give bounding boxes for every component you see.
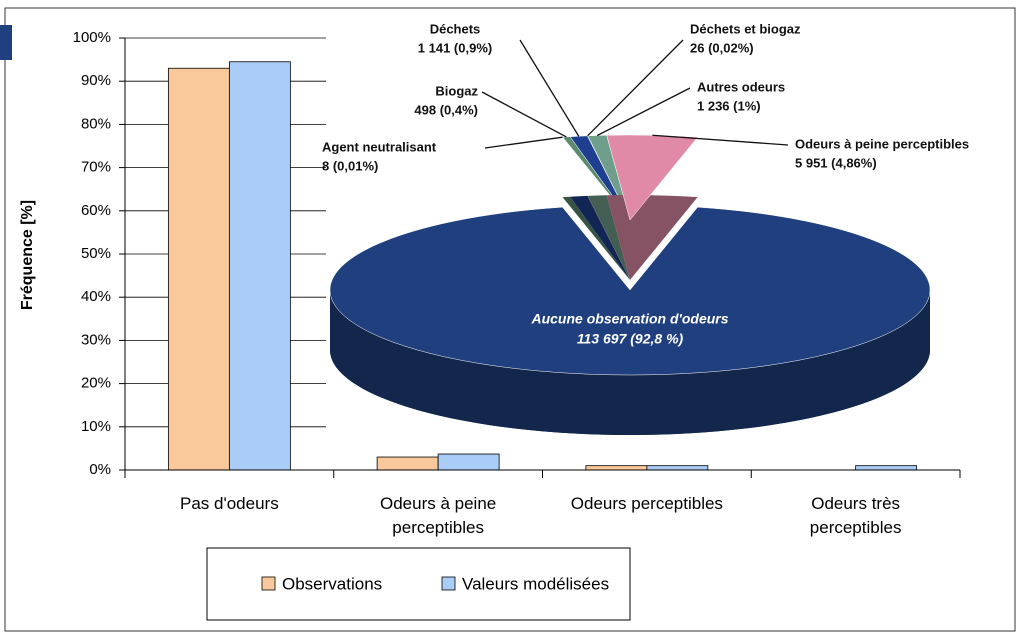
- pie-slice-side: [570, 195, 630, 280]
- leader-line: [481, 91, 567, 138]
- y-tick-label: 40%: [81, 288, 111, 305]
- y-tick-label: 30%: [81, 331, 111, 348]
- pie-value-label: 8 (0,01%): [322, 158, 378, 173]
- y-tick-label: 10%: [81, 418, 111, 435]
- pie-label: Déchets et biogaz: [690, 21, 801, 36]
- pie-value-label: 5 951 (4,86%): [795, 155, 877, 170]
- pie-slice-side: [562, 196, 630, 280]
- y-tick-label: 0%: [89, 461, 111, 478]
- y-tick-label: 80%: [81, 115, 111, 132]
- pie-slice: [329, 206, 931, 376]
- y-tick-label: 50%: [81, 245, 111, 262]
- legend-label: Valeurs modélisées: [462, 574, 609, 593]
- leader-line: [587, 39, 684, 137]
- pie-slice-side: [562, 197, 630, 280]
- pie-value-label: 1 141 (0,9%): [418, 40, 492, 55]
- legend-box: [206, 547, 631, 621]
- y-tick-label: 70%: [81, 159, 111, 176]
- y-tick-label: 20%: [81, 375, 111, 392]
- pie-value-label: 113 697 (92,8 %): [577, 331, 684, 347]
- bar: [646, 465, 709, 471]
- bar: [855, 465, 918, 471]
- decoration: [0, 25, 12, 60]
- y-tick-label: 90%: [81, 72, 111, 89]
- pie-value-label: 26 (0,02%): [690, 40, 754, 55]
- pie-slice-side: [587, 195, 630, 280]
- legend-swatch: [261, 576, 276, 591]
- leader-line: [484, 136, 563, 149]
- bar: [167, 67, 230, 471]
- pie-label: Aucune observation d'odeurs: [530, 311, 728, 327]
- x-tick-label: Odeurs très perceptibles: [809, 494, 902, 537]
- pie-slice-side: [330, 290, 930, 435]
- x-tick-label: Odeurs perceptibles: [570, 494, 723, 513]
- legend-swatch: [441, 576, 456, 591]
- leader-line: [519, 39, 580, 137]
- pie-slice-side: [587, 195, 630, 280]
- y-tick-label: 100%: [73, 29, 111, 46]
- x-tick-label: Odeurs à peine perceptibles: [380, 494, 497, 537]
- y-axis-label: Fréquence [%]: [19, 200, 36, 310]
- bar: [437, 453, 500, 471]
- leader-line: [652, 134, 789, 146]
- pie-label: Autres odeurs: [697, 79, 785, 94]
- pie-value-label: 498 (0,4%): [414, 102, 478, 117]
- x-tick-label: Pas d'odeurs: [180, 494, 279, 513]
- pie-label: Biogaz: [435, 83, 478, 98]
- bar: [376, 456, 439, 471]
- frame: [4, 7, 1016, 632]
- y-tick-label: 60%: [81, 202, 111, 219]
- pie-value-label: 1 236 (1%): [697, 98, 761, 113]
- leader-line: [596, 87, 691, 137]
- pie-label: Agent neutralisant: [322, 139, 437, 154]
- pie-label: Déchets: [430, 21, 481, 36]
- legend-label: Observations: [282, 574, 382, 593]
- pie-slice: [606, 134, 699, 221]
- bar: [585, 465, 648, 471]
- pie-label: Odeurs à peine perceptibles: [795, 136, 969, 151]
- bar: [228, 61, 291, 471]
